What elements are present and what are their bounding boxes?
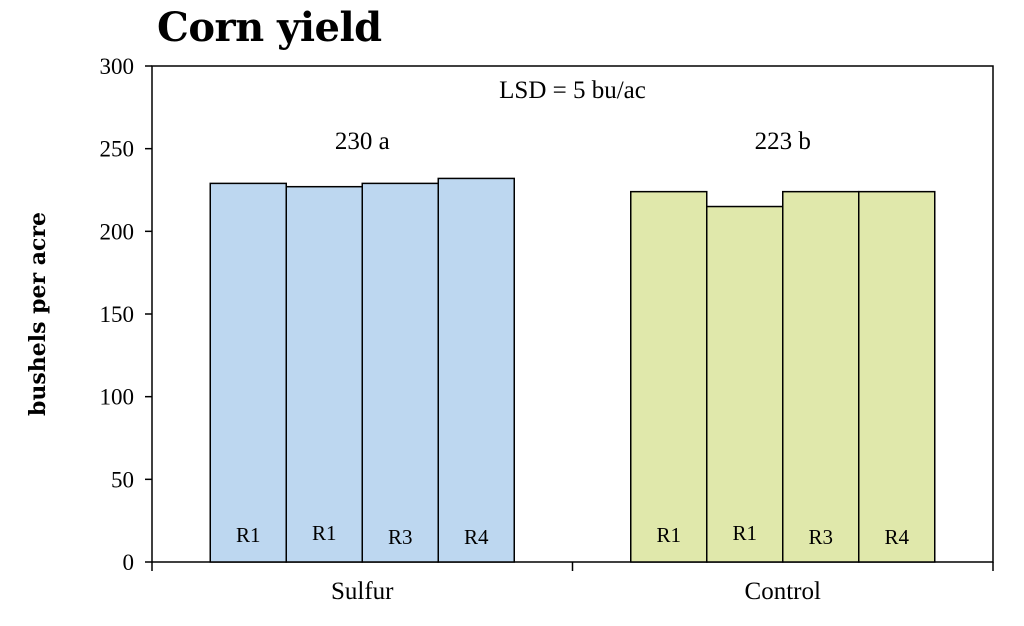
- y-tick-label: 200: [100, 219, 135, 244]
- bar: [706, 205, 784, 563]
- labels: 0 50 100 150 200 250 300 bushels per acre LSD = …: [25, 54, 909, 605]
- bar: [782, 190, 860, 563]
- x-category-label: Sulfur: [331, 578, 394, 605]
- y-tick-label: 50: [111, 467, 134, 492]
- bars: [209, 177, 936, 563]
- bar-label: R1: [236, 523, 261, 547]
- x-category-label: Control: [745, 578, 821, 605]
- lsd-annotation: LSD = 5 bu/ac: [499, 77, 646, 104]
- y-tick-label: 100: [100, 385, 135, 410]
- bar: [209, 182, 287, 563]
- y-axis-label: bushels per acre: [25, 212, 51, 416]
- axes: [145, 65, 994, 571]
- bar-label: R1: [732, 521, 757, 545]
- bar-label: R1: [656, 523, 681, 547]
- chart-title: Corn yield: [157, 4, 382, 51]
- bar: [858, 190, 936, 563]
- bar: [437, 177, 515, 563]
- bar: [361, 182, 439, 563]
- bar-label: R3: [808, 525, 833, 549]
- bar-label: R1: [312, 521, 337, 545]
- bar-label: R3: [388, 525, 413, 549]
- bar-label: R4: [884, 525, 909, 549]
- y-tick-label: 250: [100, 137, 135, 162]
- group-mean-label: 230 a: [335, 128, 390, 155]
- y-tick-label: 150: [100, 302, 135, 327]
- y-tick-label: 300: [100, 54, 135, 79]
- bar: [285, 185, 363, 563]
- y-tick-label: 0: [123, 550, 135, 575]
- bar: [630, 190, 708, 563]
- bar-label: R4: [464, 525, 489, 549]
- group-mean-label: 223 b: [755, 128, 811, 155]
